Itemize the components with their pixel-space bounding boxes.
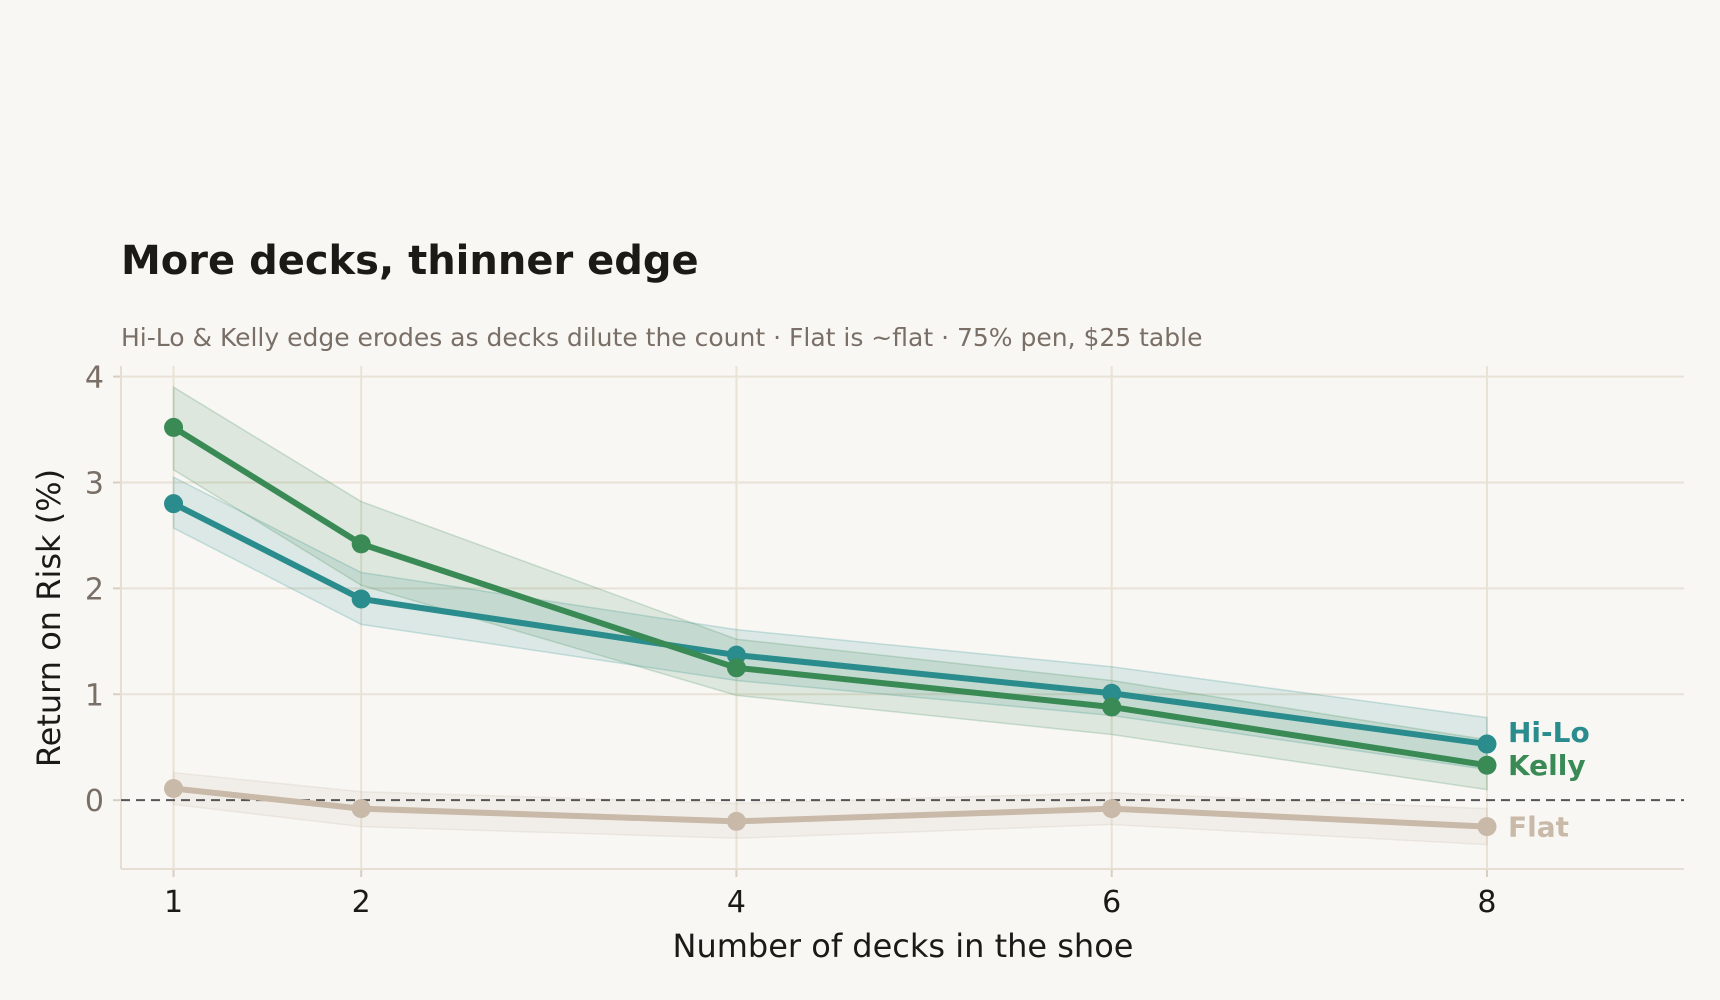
data-points [164,417,1497,837]
kelly-end-label: Kelly [1508,749,1586,782]
flat-data-point [164,779,184,799]
kelly-data-point [351,534,371,554]
x-tick-label: 8 [1477,885,1496,920]
kelly-data-point [726,658,746,678]
grid-lines [113,366,1684,877]
flat-data-point [1477,817,1497,837]
y-tick-label: 3 [85,466,104,501]
y-tick-label: 2 [85,572,104,607]
x-axis-title: Number of decks in the shoe [673,927,1134,965]
flat-end-label: Flat [1508,811,1569,844]
kelly-data-point [164,417,184,437]
y-tick-labels: 0 1 2 3 4 [85,361,104,820]
hi-lo-data-point [1477,734,1497,754]
flat-data-point [351,799,371,819]
chart-title: More decks, thinner edge [121,238,699,284]
x-tick-label: 1 [164,885,183,920]
flat-data-point [1102,799,1122,819]
y-tick-label: 1 [85,678,104,713]
chart-subtitle: Hi-Lo & Kelly edge erodes as decks dilut… [121,323,1203,352]
hi-lo-end-label: Hi-Lo [1508,716,1590,749]
kelly-data-point [1102,697,1122,717]
axis-frame [120,366,1684,870]
hi-lo-data-point [351,589,371,609]
confidence-bands [172,385,1488,846]
y-axis-title: Return on Risk (%) [30,469,68,767]
kelly-confidence-band [172,385,1488,791]
x-tick-label: 6 [1102,885,1121,920]
kelly-data-point [1477,755,1497,775]
x-tick-label: 2 [352,885,371,920]
y-tick-label: 4 [85,361,104,396]
x-tick-label: 4 [727,885,746,920]
flat-confidence-band [172,771,1488,846]
flat-data-point [726,811,746,831]
y-tick-label: 0 [85,784,104,819]
hi-lo-data-point [1102,683,1122,703]
hi-lo-data-point [164,494,184,514]
series-lines [170,424,1490,830]
x-tick-labels: 1 2 4 6 8 [164,885,1497,920]
